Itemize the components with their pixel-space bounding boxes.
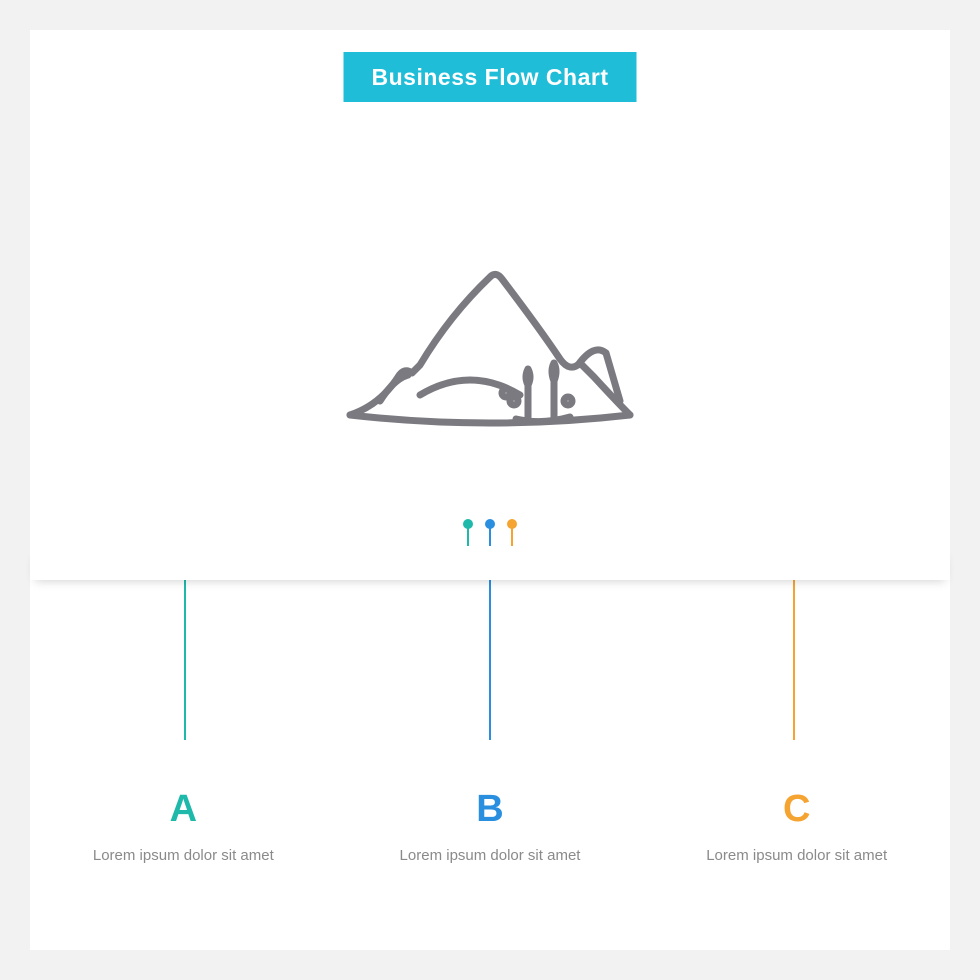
cards-row: A Lorem ipsum dolor sit amet B Lorem ipsum … (30, 740, 950, 940)
canvas: Business Flow Chart (30, 30, 950, 950)
card-letter: B (343, 788, 638, 831)
card-body-text: Lorem ipsum dolor sit amet (343, 845, 638, 867)
title-text: Business Flow Chart (372, 64, 609, 91)
card-letter: C (649, 788, 944, 831)
card-b: B Lorem ipsum dolor sit amet (343, 740, 638, 940)
card-body-text: Lorem ipsum dolor sit amet (36, 845, 331, 867)
card-letter: A (36, 788, 331, 831)
divider-shelf (30, 546, 950, 580)
title-bar: Business Flow Chart (344, 52, 637, 102)
mountain-icon (320, 245, 660, 445)
card-a: A Lorem ipsum dolor sit amet (36, 740, 331, 940)
card-c: C Lorem ipsum dolor sit amet (649, 740, 944, 940)
card-body-text: Lorem ipsum dolor sit amet (649, 845, 944, 867)
